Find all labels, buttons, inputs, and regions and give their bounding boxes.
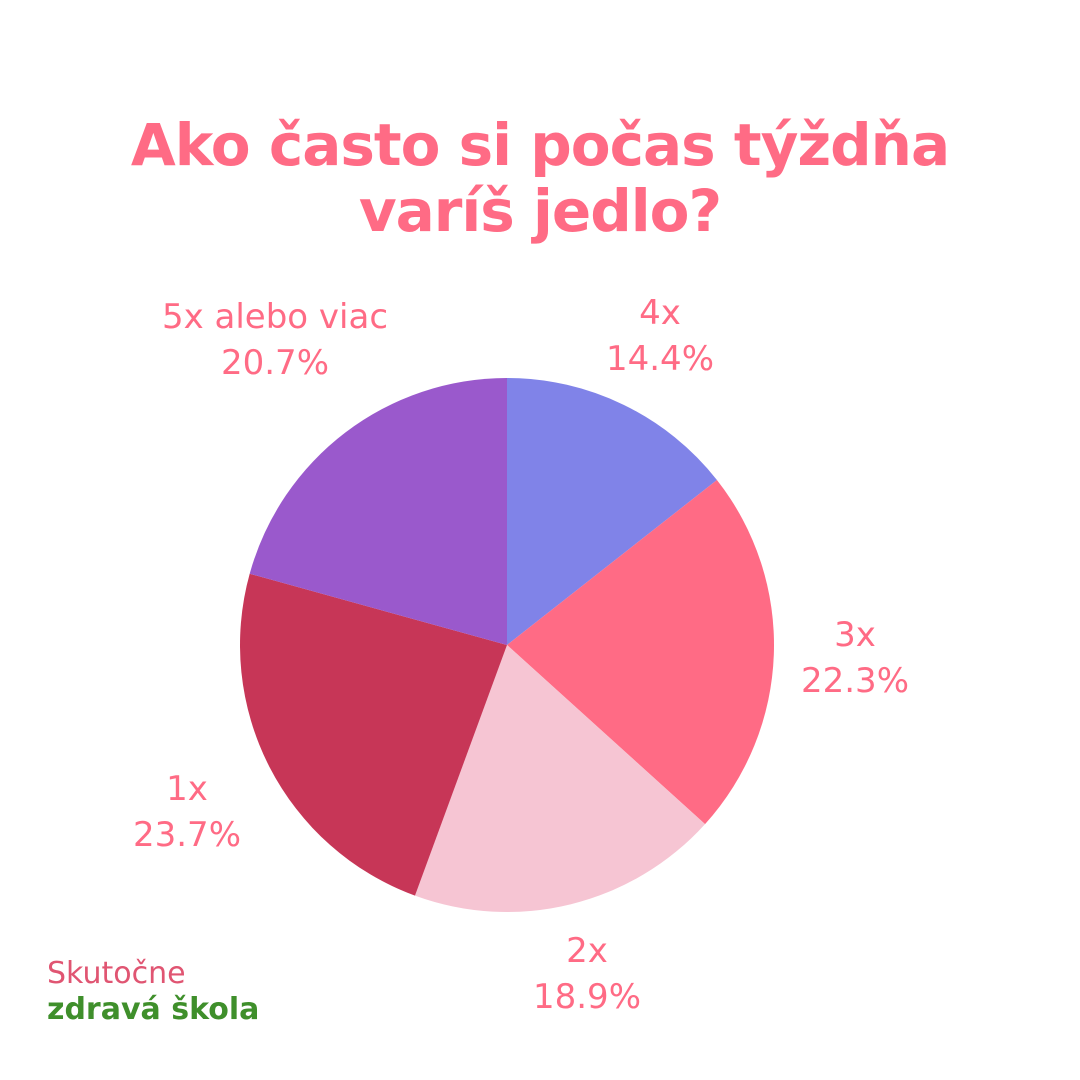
chart-title: Ako často si počas týždňa varíš jedlo? (90, 112, 990, 244)
slice-label-3x: 3x 22.3% (765, 612, 945, 704)
slice-category-4x: 4x (639, 293, 681, 333)
slice-value-5x-alebo-viac: 20.7% (220, 343, 329, 383)
slice-value-4x: 14.4% (605, 339, 714, 379)
slice-label-1x: 1x 23.7% (97, 766, 277, 858)
slice-value-2x: 18.9% (532, 977, 641, 1017)
slice-category-5x-alebo-viac: 5x alebo viac (161, 297, 389, 337)
pie-slice-1x (240, 573, 507, 896)
slice-label-2x: 2x 18.9% (497, 928, 677, 1020)
slice-label-5x-alebo-viac: 5x alebo viac 20.7% (125, 294, 425, 386)
slice-category-3x: 3x (834, 615, 876, 655)
slice-value-3x: 22.3% (800, 661, 909, 701)
brand-line-2: zdravá škola (47, 992, 260, 1027)
brand-line-1: Skutočne (47, 956, 186, 991)
pie-slice-4x (507, 378, 717, 645)
slice-value-1x: 23.7% (132, 815, 241, 855)
chart-title-line-2: varíš jedlo? (358, 177, 722, 245)
slice-category-2x: 2x (566, 931, 608, 971)
pie-slice-3x (507, 480, 775, 825)
pie-slice-2x (414, 645, 706, 912)
slice-label-4x: 4x 14.4% (570, 290, 750, 382)
pie-slice-5x-alebo-viac (249, 378, 507, 645)
slice-category-1x: 1x (166, 769, 208, 809)
chart-title-line-1: Ako často si počas týždňa (130, 111, 950, 179)
brand-logo: Skutočne zdravá škola (47, 956, 259, 1028)
